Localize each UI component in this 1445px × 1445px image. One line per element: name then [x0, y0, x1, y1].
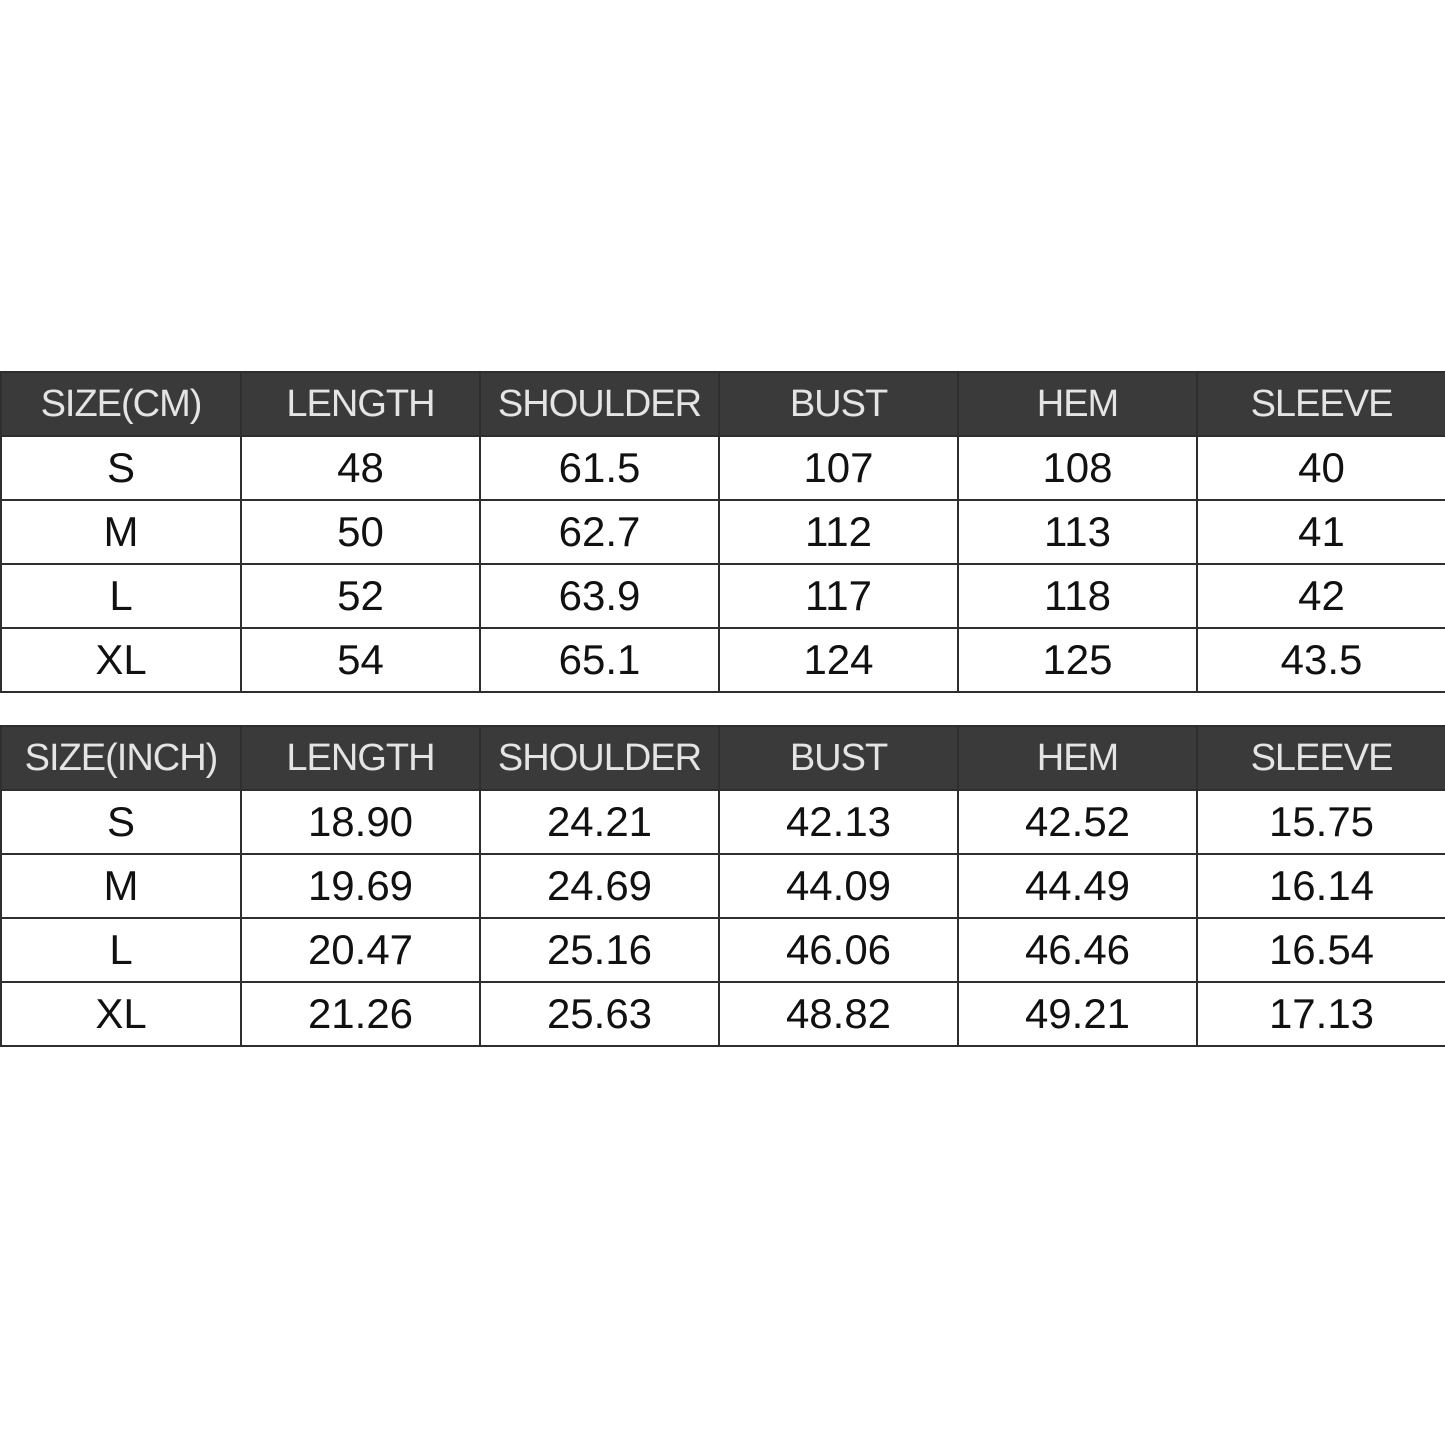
measurement-cell: 18.90 — [240, 789, 481, 855]
table-row: S 18.90 24.21 42.13 42.52 15.75 — [0, 789, 1445, 855]
size-label-cell: L — [0, 563, 242, 629]
column-header: BUST — [718, 725, 959, 791]
measurement-cell: 113 — [957, 499, 1198, 565]
column-header: SIZE(INCH) — [0, 725, 242, 791]
table-row: L 52 63.9 117 118 42 — [0, 563, 1445, 629]
measurement-cell: 46.46 — [957, 917, 1198, 983]
table-row: L 20.47 25.16 46.06 46.46 16.54 — [0, 917, 1445, 983]
measurement-cell: 41 — [1196, 499, 1445, 565]
measurement-cell: 125 — [957, 627, 1198, 693]
column-header: BUST — [718, 371, 959, 437]
measurement-cell: 63.9 — [479, 563, 720, 629]
measurement-cell: 108 — [957, 435, 1198, 501]
column-header: SHOULDER — [479, 371, 720, 437]
measurement-cell: 42.13 — [718, 789, 959, 855]
table-row: XL 54 65.1 124 125 43.5 — [0, 627, 1445, 693]
size-label-cell: XL — [0, 627, 242, 693]
measurement-cell: 43.5 — [1196, 627, 1445, 693]
measurement-cell: 118 — [957, 563, 1198, 629]
measurement-cell: 42.52 — [957, 789, 1198, 855]
column-header: HEM — [957, 371, 1198, 437]
measurement-cell: 20.47 — [240, 917, 481, 983]
size-label-cell: S — [0, 435, 242, 501]
measurement-cell: 24.21 — [479, 789, 720, 855]
header-row: SIZE(INCH) LENGTH SHOULDER BUST HEM SLEEVE — [0, 725, 1445, 791]
measurement-cell: 52 — [240, 563, 481, 629]
column-header: SLEEVE — [1196, 725, 1445, 791]
column-header: SHOULDER — [479, 725, 720, 791]
measurement-cell: 25.16 — [479, 917, 720, 983]
measurement-cell: 24.69 — [479, 853, 720, 919]
measurement-cell: 19.69 — [240, 853, 481, 919]
header-row: SIZE(CM) LENGTH SHOULDER BUST HEM SLEEVE — [0, 371, 1445, 437]
table-row: XL 21.26 25.63 48.82 49.21 17.13 — [0, 981, 1445, 1047]
measurement-cell: 62.7 — [479, 499, 720, 565]
measurement-cell: 61.5 — [479, 435, 720, 501]
measurement-cell: 54 — [240, 627, 481, 693]
size-table-inch: SIZE(INCH) LENGTH SHOULDER BUST HEM SLEEVE S 18… — [0, 725, 1445, 1047]
column-header: SLEEVE — [1196, 371, 1445, 437]
table-row: M 50 62.7 112 113 41 — [0, 499, 1445, 565]
measurement-cell: 124 — [718, 627, 959, 693]
measurement-cell: 44.49 — [957, 853, 1198, 919]
table-row: M 19.69 24.69 44.09 44.49 16.14 — [0, 853, 1445, 919]
measurement-cell: 107 — [718, 435, 959, 501]
measurement-cell: 65.1 — [479, 627, 720, 693]
table-row: S 48 61.5 107 108 40 — [0, 435, 1445, 501]
column-header: SIZE(CM) — [0, 371, 242, 437]
size-label-cell: M — [0, 499, 242, 565]
size-table-cm: SIZE(CM) LENGTH SHOULDER BUST HEM SLEEVE S 48 61… — [0, 371, 1445, 693]
measurement-cell: 49.21 — [957, 981, 1198, 1047]
column-header: HEM — [957, 725, 1198, 791]
measurement-cell: 17.13 — [1196, 981, 1445, 1047]
size-label-cell: M — [0, 853, 242, 919]
measurement-cell: 48 — [240, 435, 481, 501]
measurement-cell: 112 — [718, 499, 959, 565]
size-label-cell: XL — [0, 981, 242, 1047]
measurement-cell: 48.82 — [718, 981, 959, 1047]
measurement-cell: 16.14 — [1196, 853, 1445, 919]
size-label-cell: L — [0, 917, 242, 983]
measurement-cell: 15.75 — [1196, 789, 1445, 855]
column-header: LENGTH — [240, 371, 481, 437]
measurement-cell: 46.06 — [718, 917, 959, 983]
size-label-cell: S — [0, 789, 242, 855]
measurement-cell: 21.26 — [240, 981, 481, 1047]
measurement-cell: 44.09 — [718, 853, 959, 919]
measurement-cell: 16.54 — [1196, 917, 1445, 983]
measurement-cell: 50 — [240, 499, 481, 565]
measurement-cell: 40 — [1196, 435, 1445, 501]
measurement-cell: 25.63 — [479, 981, 720, 1047]
measurement-cell: 117 — [718, 563, 959, 629]
column-header: LENGTH — [240, 725, 481, 791]
measurement-cell: 42 — [1196, 563, 1445, 629]
